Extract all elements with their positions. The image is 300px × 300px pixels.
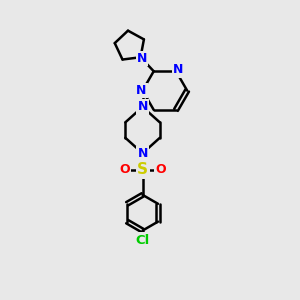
Text: Cl: Cl [135, 234, 150, 247]
Text: N: N [173, 63, 183, 76]
Text: O: O [119, 163, 130, 176]
Text: S: S [137, 162, 148, 177]
Text: N: N [137, 52, 147, 65]
Text: N: N [137, 147, 148, 160]
Text: O: O [155, 163, 166, 176]
Text: N: N [137, 100, 148, 113]
Text: N: N [136, 84, 146, 97]
